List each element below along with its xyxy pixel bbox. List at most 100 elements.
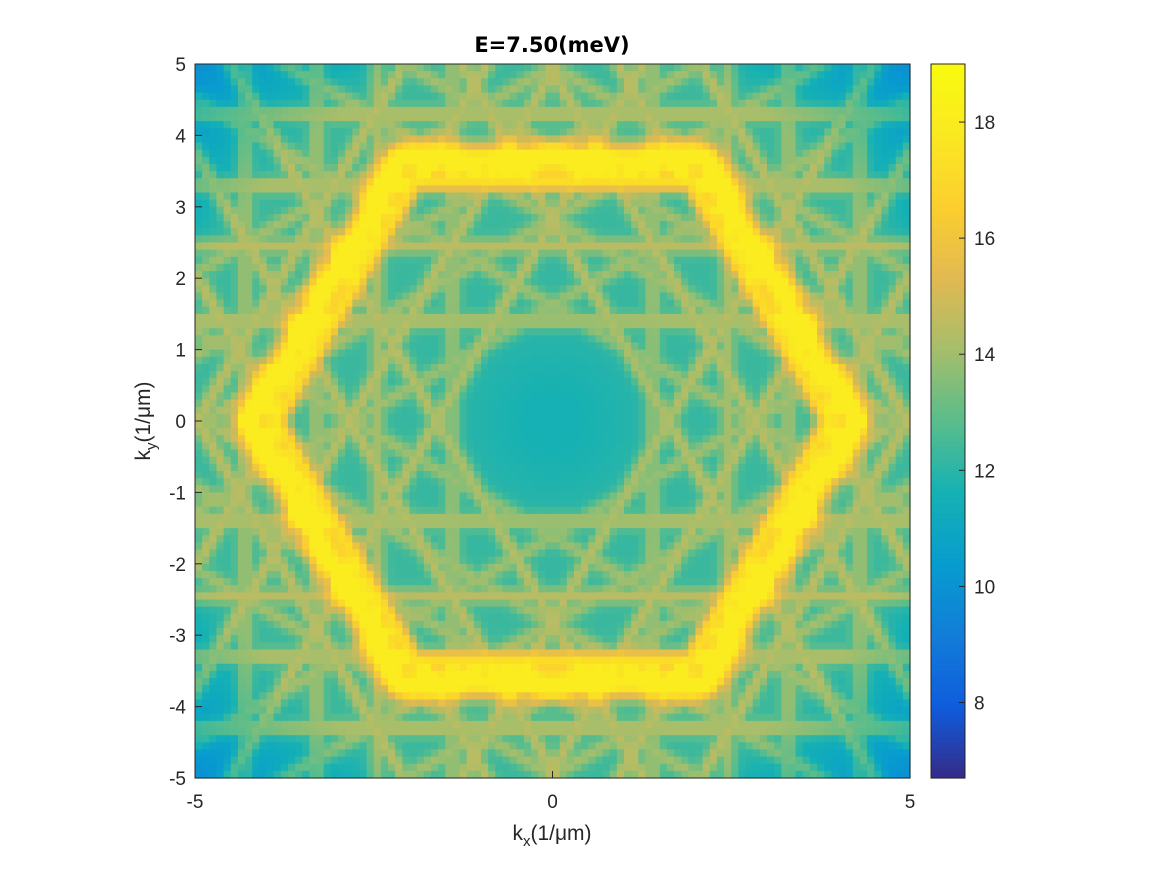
heatmap-cell (287, 271, 296, 279)
heatmap-cell (452, 520, 461, 529)
heatmap-cell (230, 156, 239, 165)
heatmap-cell (252, 313, 260, 322)
heatmap-cell (359, 756, 368, 765)
heatmap-cell (452, 435, 461, 444)
heatmap-cell (380, 71, 389, 79)
heatmap-cell (545, 656, 554, 665)
heatmap-cell (545, 71, 554, 79)
heatmap-cell (266, 113, 275, 122)
heatmap-cell (459, 728, 468, 736)
heatmap-cell (195, 242, 203, 251)
heatmap-cell (259, 628, 268, 636)
heatmap-cell (359, 435, 368, 444)
heatmap-cell (295, 106, 303, 115)
heatmap-cell (495, 342, 504, 351)
heatmap-cell (209, 171, 218, 179)
heatmap-cell (402, 349, 411, 358)
heatmap-cell (466, 428, 475, 436)
heatmap-cell (330, 770, 339, 779)
heatmap-cell (338, 485, 346, 493)
heatmap-cell (209, 306, 218, 315)
heatmap-cell (302, 770, 310, 779)
heatmap-cell (223, 563, 232, 572)
heatmap-cell (495, 128, 504, 136)
heatmap-cell (466, 713, 475, 722)
heatmap-cell (352, 78, 361, 87)
heatmap-cell (423, 770, 432, 779)
heatmap-cell (223, 742, 232, 751)
heatmap-cell (309, 570, 318, 579)
heatmap-cell (295, 213, 303, 222)
heatmap-cell (481, 613, 489, 622)
heatmap-cell (302, 342, 310, 351)
heatmap-cell (202, 670, 210, 679)
heatmap-cell (466, 449, 475, 458)
heatmap-cell (423, 563, 432, 572)
heatmap-cell (388, 692, 396, 701)
heatmap-cell (402, 592, 411, 601)
heatmap-cell (495, 192, 504, 201)
heatmap-cell (402, 385, 411, 394)
heatmap-cell (452, 363, 461, 372)
heatmap-cell (430, 478, 439, 486)
heatmap-cell (509, 692, 518, 701)
heatmap-cell (538, 728, 546, 736)
heatmap-cell (402, 685, 411, 693)
heatmap-cell (230, 585, 239, 593)
heatmap-cell (366, 742, 375, 751)
heatmap-cell (423, 506, 432, 515)
heatmap-cell (531, 349, 539, 358)
heatmap-cell (366, 478, 375, 486)
heatmap-cell (380, 506, 389, 515)
heatmap-cell (295, 770, 303, 779)
heatmap-cell (423, 556, 432, 565)
heatmap-cell (295, 306, 303, 315)
heatmap-cell (280, 535, 289, 543)
heatmap-cell (345, 249, 353, 258)
heatmap-cell (438, 378, 446, 386)
heatmap-cell (466, 199, 475, 208)
heatmap-cell (380, 128, 389, 136)
heatmap-cell (538, 692, 546, 701)
heatmap-cell (216, 656, 225, 665)
heatmap-cell (430, 263, 439, 272)
heatmap-cell (273, 206, 282, 215)
heatmap-cell (245, 313, 253, 322)
heatmap-cell (245, 506, 253, 515)
heatmap-cell (259, 513, 268, 522)
heatmap-cell (316, 635, 325, 643)
heatmap-cell (445, 363, 453, 372)
heatmap-cell (531, 578, 539, 586)
heatmap-cell (423, 678, 432, 686)
heatmap-cell (538, 413, 546, 422)
heatmap-cell (416, 206, 425, 215)
heatmap-cell (345, 628, 353, 636)
heatmap-cell (380, 563, 389, 572)
heatmap-cell (395, 256, 403, 265)
heatmap-cell (402, 749, 411, 758)
heatmap-cell (287, 328, 296, 336)
heatmap-cell (459, 470, 468, 479)
heatmap-cell (273, 613, 282, 622)
heatmap-cell (209, 128, 218, 136)
heatmap-cell (359, 535, 368, 543)
heatmap-cell (538, 585, 546, 593)
heatmap-cell (266, 356, 275, 365)
heatmap-cell (295, 71, 303, 79)
heatmap-cell (452, 249, 461, 258)
heatmap-cell (373, 570, 382, 579)
heatmap-cell (195, 770, 203, 779)
heatmap-cell (380, 349, 389, 358)
heatmap-cell (438, 399, 446, 408)
heatmap-cell (302, 749, 310, 758)
heatmap-cell (473, 520, 482, 529)
heatmap-cell (380, 492, 389, 501)
heatmap-cell (466, 356, 475, 365)
heatmap-cell (202, 592, 210, 601)
heatmap-cell (445, 735, 453, 743)
heatmap-cell (273, 128, 282, 136)
heatmap-cell (495, 456, 504, 465)
heatmap-cell (323, 271, 332, 279)
heatmap-cell (430, 64, 439, 72)
heatmap-cell (516, 299, 525, 308)
